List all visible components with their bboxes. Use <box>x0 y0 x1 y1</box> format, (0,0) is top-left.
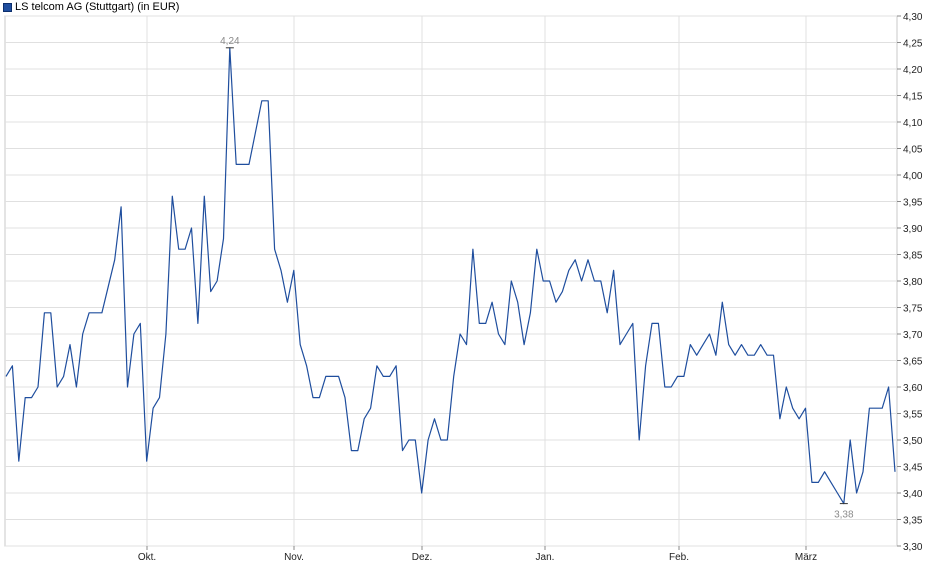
y-tick-label: 4,15 <box>903 92 923 103</box>
legend-label: LS telcom AG (Stuttgart) (in EUR) <box>15 1 180 13</box>
x-tick-label: Dez. <box>412 552 433 563</box>
y-tick-label: 4,30 <box>903 12 923 23</box>
x-tick-label: Feb. <box>669 552 689 563</box>
y-tick-label: 4,25 <box>903 39 923 50</box>
y-tick-label: 3,55 <box>903 410 923 421</box>
y-tick-label: 4,20 <box>903 65 923 76</box>
y-tick-label: 3,85 <box>903 251 923 262</box>
legend-swatch <box>3 2 12 12</box>
y-tick-label: 4,05 <box>903 145 923 156</box>
y-tick-label: 3,45 <box>903 463 923 474</box>
price-series-line <box>5 47 896 505</box>
y-tick-label: 4,10 <box>903 118 923 129</box>
y-tick-label: 3,75 <box>903 304 923 315</box>
x-tick-label: März <box>795 552 817 563</box>
y-tick-label: 3,40 <box>903 489 923 500</box>
y-tick-label: 4,00 <box>903 171 923 182</box>
x-tick-label: Jan. <box>536 552 555 563</box>
x-tick-label: Nov. <box>284 552 304 563</box>
y-tick-label: 3,80 <box>903 277 923 288</box>
x-tick-label: Okt. <box>138 552 156 563</box>
y-tick-label: 3,65 <box>903 357 923 368</box>
high-label: 4,24 <box>220 36 240 47</box>
y-tick-label: 3,90 <box>903 224 923 235</box>
y-tick-label: 3,50 <box>903 436 923 447</box>
chart-legend: LS telcom AG (Stuttgart) (in EUR) <box>3 0 179 14</box>
y-tick-label: 3,70 <box>903 330 923 341</box>
y-tick-label: 3,35 <box>903 516 923 527</box>
y-tick-label: 3,30 <box>903 542 923 553</box>
low-label: 3,38 <box>834 510 854 521</box>
y-tick-label: 3,95 <box>903 198 923 209</box>
y-tick-label: 3,60 <box>903 383 923 394</box>
